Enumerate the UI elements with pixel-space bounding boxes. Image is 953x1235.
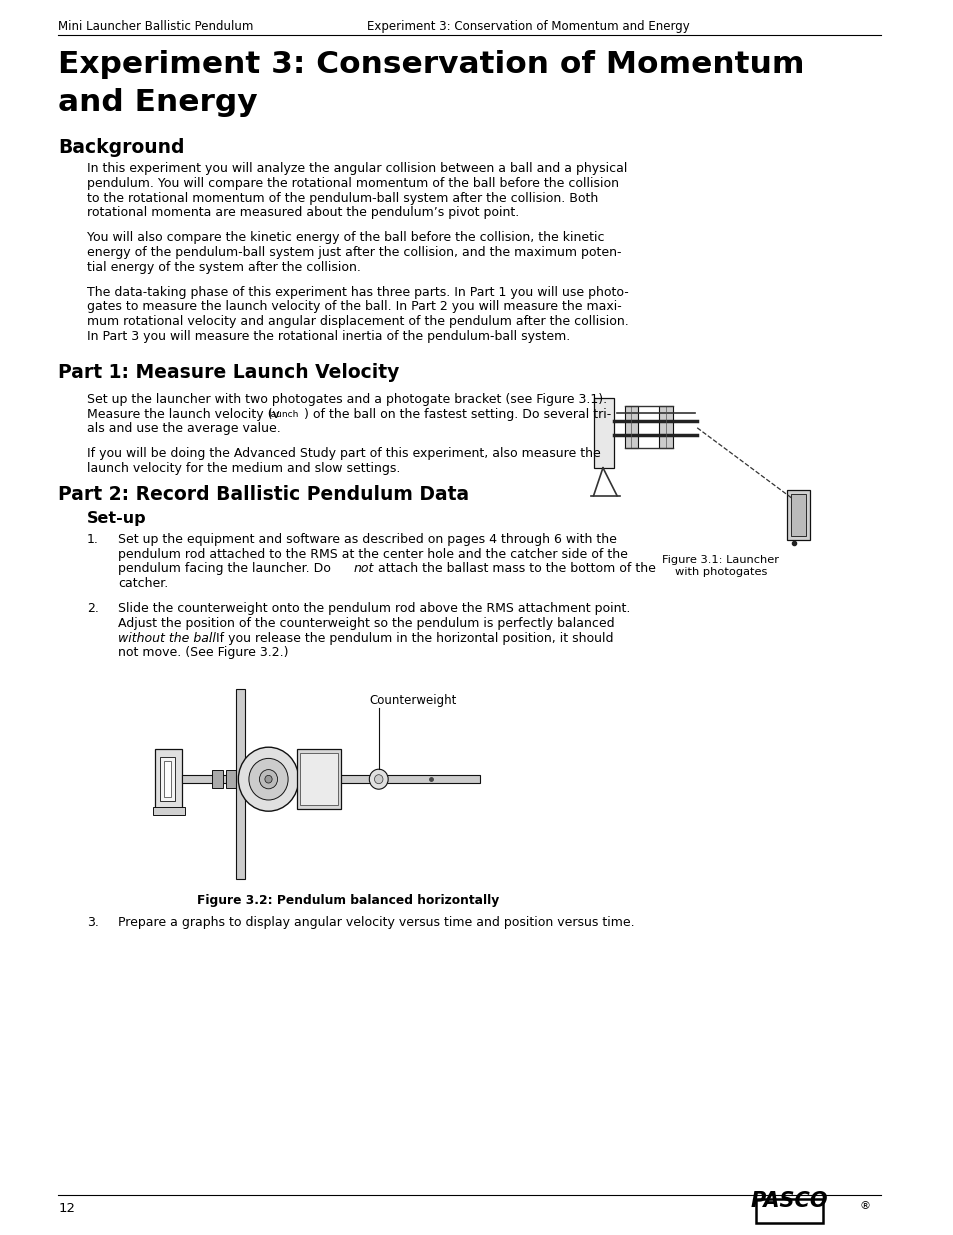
Bar	[235, 689, 245, 879]
Text: . If you release the pendulum in the horizontal position, it should: . If you release the pendulum in the hor…	[208, 631, 613, 645]
Text: to the rotational momentum of the pendulum-ball system after the collision. Both: to the rotational momentum of the pendul…	[87, 191, 598, 205]
Text: not: not	[353, 562, 374, 576]
Text: You will also compare the kinetic energy of the ball before the collision, the k: You will also compare the kinetic energy…	[87, 231, 603, 245]
Text: Set-up: Set-up	[87, 511, 146, 526]
Text: mum rotational velocity and angular displacement of the pendulum after the colli: mum rotational velocity and angular disp…	[87, 315, 628, 329]
Text: not move. (See Figure 3.2.): not move. (See Figure 3.2.)	[117, 646, 288, 659]
Text: with photogates: with photogates	[674, 567, 766, 577]
Text: 3.: 3.	[87, 916, 98, 929]
Circle shape	[249, 758, 288, 800]
Text: and Energy: and Energy	[58, 88, 257, 117]
Text: 12: 12	[58, 1202, 75, 1215]
Text: Figure 3.2: Pendulum balanced horizontally: Figure 3.2: Pendulum balanced horizontal…	[197, 894, 499, 908]
Text: If you will be doing the Advanced Study part of this experiment, also measure th: If you will be doing the Advanced Study …	[87, 447, 599, 461]
Text: pendulum. You will compare the rotational momentum of the ball before the collis: pendulum. You will compare the rotationa…	[87, 177, 618, 190]
Text: energy of the pendulum-ball system just after the collision, and the maximum pot: energy of the pendulum-ball system just …	[87, 246, 620, 259]
Text: PASCO: PASCO	[750, 1191, 827, 1212]
Text: tial energy of the system after the collision.: tial energy of the system after the coll…	[87, 261, 360, 274]
Text: ) of the ball on the fastest setting. Do several tri-: ) of the ball on the fastest setting. Do…	[304, 408, 611, 421]
Text: Background: Background	[58, 138, 185, 157]
Bar	[659, 406, 672, 448]
Text: catcher.: catcher.	[117, 577, 168, 590]
Bar	[160, 757, 175, 802]
Bar	[226, 771, 237, 788]
Text: The data-taking phase of this experiment has three parts. In Part 1 you will use: The data-taking phase of this experiment…	[87, 285, 628, 299]
Text: Measure the launch velocity (v: Measure the launch velocity (v	[87, 408, 279, 421]
Bar	[155, 750, 182, 809]
Text: pendulum rod attached to the RMS at the center hole and the catcher side of the: pendulum rod attached to the RMS at the …	[117, 547, 627, 561]
Text: pendulum facing the launcher. Do: pendulum facing the launcher. Do	[117, 562, 335, 576]
Text: 1.: 1.	[87, 532, 98, 546]
Text: without the ball: without the ball	[117, 631, 215, 645]
Text: Experiment 3: Conservation of Momentum: Experiment 3: Conservation of Momentum	[58, 49, 804, 79]
Bar	[593, 398, 614, 468]
Text: launch: launch	[268, 410, 298, 419]
Text: Figure 3.1: Launcher: Figure 3.1: Launcher	[661, 555, 779, 564]
Text: Set up the equipment and software as described on pages 4 through 6 with the: Set up the equipment and software as des…	[117, 532, 616, 546]
Circle shape	[238, 747, 298, 811]
Circle shape	[375, 774, 382, 784]
Text: Counterweight: Counterweight	[369, 694, 456, 708]
Circle shape	[259, 769, 277, 789]
Text: gates to measure the launch velocity of the ball. In Part 2 you will measure the: gates to measure the launch velocity of …	[87, 300, 620, 314]
Text: launch velocity for the medium and slow settings.: launch velocity for the medium and slow …	[87, 462, 399, 475]
Text: attach the ballast mass to the bottom of the: attach the ballast mass to the bottom of…	[374, 562, 656, 576]
Text: In this experiment you will analyze the angular collision between a ball and a p: In this experiment you will analyze the …	[87, 162, 626, 175]
Bar	[791, 494, 804, 536]
Text: Experiment 3: Conservation of Momentum and Energy: Experiment 3: Conservation of Momentum a…	[367, 20, 689, 33]
Text: Part 1: Measure Launch Velocity: Part 1: Measure Launch Velocity	[58, 363, 399, 382]
Circle shape	[265, 776, 272, 783]
Text: Slide the counterweight onto the pendulum rod above the RMS attachment point.: Slide the counterweight onto the pendulu…	[117, 601, 630, 615]
Text: als and use the average value.: als and use the average value.	[87, 422, 280, 436]
Text: ®: ®	[859, 1200, 869, 1212]
Bar	[755, 1199, 822, 1223]
Text: Mini Launcher Ballistic Pendulum: Mini Launcher Ballistic Pendulum	[58, 20, 253, 33]
Text: Part 2: Record Ballistic Pendulum Data: Part 2: Record Ballistic Pendulum Data	[58, 485, 469, 504]
Text: Prepare a graphs to display angular velocity versus time and position versus tim: Prepare a graphs to display angular velo…	[117, 916, 634, 929]
Text: 2.: 2.	[87, 601, 98, 615]
Bar	[296, 750, 340, 809]
Text: In Part 3 you will measure the rotational inertia of the pendulum-ball system.: In Part 3 you will measure the rotationa…	[87, 330, 569, 343]
Bar	[164, 761, 172, 798]
Bar	[624, 406, 638, 448]
Text: Set up the launcher with two photogates and a photogate bracket (see Figure 3.1): Set up the launcher with two photogates …	[87, 393, 606, 406]
Bar	[299, 753, 338, 805]
Bar	[182, 776, 480, 783]
Circle shape	[369, 769, 388, 789]
Bar	[786, 490, 809, 540]
Bar	[212, 771, 223, 788]
Bar	[152, 808, 185, 815]
Text: rotational momenta are measured about the pendulum’s pivot point.: rotational momenta are measured about th…	[87, 206, 518, 220]
Text: Adjust the position of the counterweight so the pendulum is perfectly balanced: Adjust the position of the counterweight…	[117, 616, 614, 630]
